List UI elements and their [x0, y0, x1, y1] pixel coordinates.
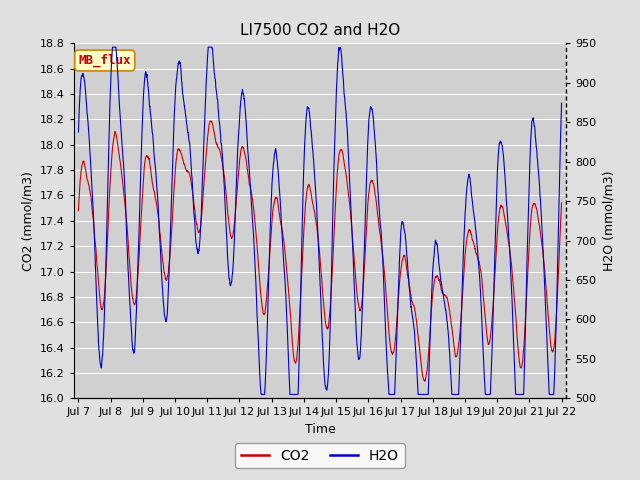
Y-axis label: H2O (mmol/m3): H2O (mmol/m3)	[602, 170, 615, 271]
Title: LI7500 CO2 and H2O: LI7500 CO2 and H2O	[240, 23, 400, 38]
Y-axis label: CO2 (mmol/m3): CO2 (mmol/m3)	[21, 171, 34, 271]
Legend: CO2, H2O: CO2, H2O	[236, 443, 404, 468]
X-axis label: Time: Time	[305, 423, 335, 436]
Text: MB_flux: MB_flux	[79, 54, 131, 67]
